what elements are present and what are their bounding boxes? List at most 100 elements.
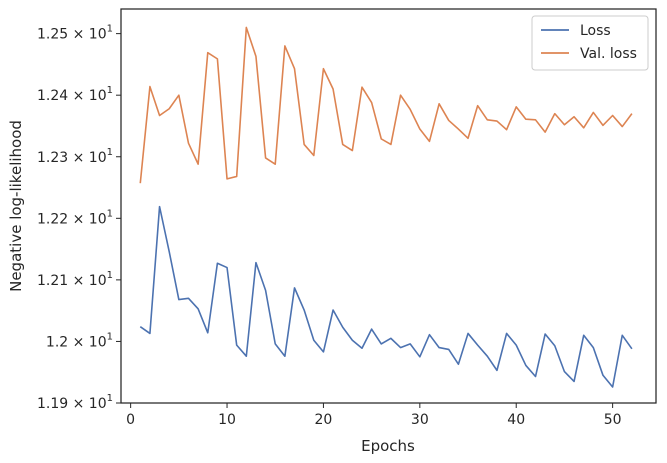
val-loss-point bbox=[611, 114, 614, 117]
legend-label-val-loss: Val. loss bbox=[580, 46, 637, 62]
series-layer bbox=[139, 26, 633, 388]
loss-point bbox=[438, 346, 441, 349]
val-loss-point bbox=[496, 120, 499, 123]
loss-point bbox=[390, 337, 393, 340]
y-tick-label: 1.21 × 101 bbox=[37, 270, 113, 289]
val-loss-point bbox=[467, 137, 470, 140]
val-loss-point bbox=[390, 143, 393, 146]
loss-point bbox=[303, 309, 306, 312]
loss-point bbox=[553, 344, 556, 347]
val-loss-point bbox=[553, 112, 556, 115]
loss-point bbox=[621, 334, 624, 337]
loss-point bbox=[515, 344, 518, 347]
val-loss-point bbox=[245, 26, 248, 29]
loss-point bbox=[409, 343, 412, 346]
loss-point bbox=[602, 374, 605, 377]
val-loss-point bbox=[255, 55, 258, 58]
val-loss-point bbox=[409, 108, 412, 111]
val-loss-point bbox=[447, 119, 450, 122]
legend: Loss Val. loss bbox=[531, 15, 649, 71]
val-loss-point bbox=[515, 105, 518, 108]
val-loss-point bbox=[380, 138, 383, 141]
val-loss-point bbox=[264, 157, 267, 160]
val-loss-point bbox=[544, 131, 547, 134]
val-loss-point bbox=[187, 142, 190, 145]
loss-point bbox=[168, 250, 171, 253]
val-loss-point bbox=[582, 126, 585, 129]
loss-point bbox=[524, 364, 527, 367]
loss-point bbox=[534, 375, 537, 378]
val-loss-point bbox=[361, 86, 364, 89]
loss-point bbox=[428, 333, 431, 336]
loss-point bbox=[187, 297, 190, 300]
val-loss-point bbox=[438, 102, 441, 105]
val-loss-point bbox=[283, 45, 286, 48]
loss-point bbox=[496, 369, 499, 372]
val-loss-point bbox=[216, 57, 219, 60]
loss-point bbox=[544, 333, 547, 336]
loss-series-line bbox=[139, 205, 633, 388]
val-loss-point bbox=[418, 128, 421, 131]
y-tick-label: 1.23 × 101 bbox=[37, 147, 113, 166]
loss-point bbox=[139, 325, 142, 328]
val-loss-point bbox=[158, 114, 161, 117]
legend-label-loss: Loss bbox=[580, 23, 611, 39]
y-tick-label: 1.24 × 101 bbox=[37, 85, 113, 104]
loss-point bbox=[380, 343, 383, 346]
loss-point bbox=[505, 332, 508, 335]
loss-point bbox=[351, 339, 354, 342]
loss-point bbox=[226, 266, 229, 269]
x-tick-label: 10 bbox=[218, 412, 236, 428]
val-loss-point bbox=[177, 94, 180, 97]
val-loss-point bbox=[149, 85, 152, 88]
loss-point bbox=[283, 355, 286, 358]
val-loss-point bbox=[399, 94, 402, 97]
val-loss-series-line bbox=[139, 26, 633, 184]
loss-point bbox=[312, 339, 315, 342]
loss-point bbox=[197, 307, 200, 310]
y-tick-label: 1.19 × 101 bbox=[37, 393, 113, 412]
loss-point bbox=[447, 348, 450, 351]
val-loss-point bbox=[168, 107, 171, 110]
val-loss-point bbox=[197, 163, 200, 166]
loss-point bbox=[399, 346, 402, 349]
y-tick-label: 1.22 × 101 bbox=[37, 208, 113, 227]
x-tick-label: 40 bbox=[507, 412, 525, 428]
loss-point bbox=[563, 370, 566, 373]
loss-point bbox=[370, 328, 373, 331]
loss-point bbox=[322, 351, 325, 354]
loss-point bbox=[274, 343, 277, 346]
loss-point bbox=[457, 363, 460, 366]
val-loss-point bbox=[602, 124, 605, 127]
val-loss-point bbox=[351, 149, 354, 152]
loss-point bbox=[582, 334, 585, 337]
val-loss-point bbox=[631, 112, 634, 115]
x-tick-label: 20 bbox=[315, 412, 333, 428]
loss-point bbox=[293, 286, 296, 289]
x-axis-title: Epochs bbox=[361, 437, 415, 455]
loss-point bbox=[467, 332, 470, 335]
loss-point bbox=[149, 332, 152, 335]
y-tick-label: 1.25 × 101 bbox=[37, 24, 113, 43]
val-loss-point bbox=[534, 118, 537, 121]
x-axis-ticks: 0 10 20 30 40 50 bbox=[126, 403, 622, 428]
val-loss-point bbox=[226, 178, 229, 181]
loss-point bbox=[361, 347, 364, 350]
val-loss-point bbox=[235, 175, 238, 178]
val-loss-point bbox=[592, 111, 595, 114]
val-loss-point bbox=[312, 154, 315, 157]
loss-point bbox=[235, 344, 238, 347]
val-loss-point bbox=[428, 140, 431, 143]
val-loss-point bbox=[476, 104, 479, 107]
loss-point bbox=[255, 261, 258, 264]
x-tick-label: 30 bbox=[411, 412, 429, 428]
val-loss-point bbox=[621, 125, 624, 128]
y-axis-ticks: 1.19 × 101 1.2 × 101 1.21 × 101 1.22 × 101 1… bbox=[37, 24, 121, 412]
val-loss-point bbox=[457, 128, 460, 131]
val-loss-point bbox=[563, 123, 566, 126]
val-loss-point bbox=[274, 163, 277, 166]
loss-point bbox=[245, 355, 248, 358]
loss-point bbox=[418, 355, 421, 358]
val-loss-point bbox=[332, 88, 335, 91]
loss-point bbox=[631, 347, 634, 350]
